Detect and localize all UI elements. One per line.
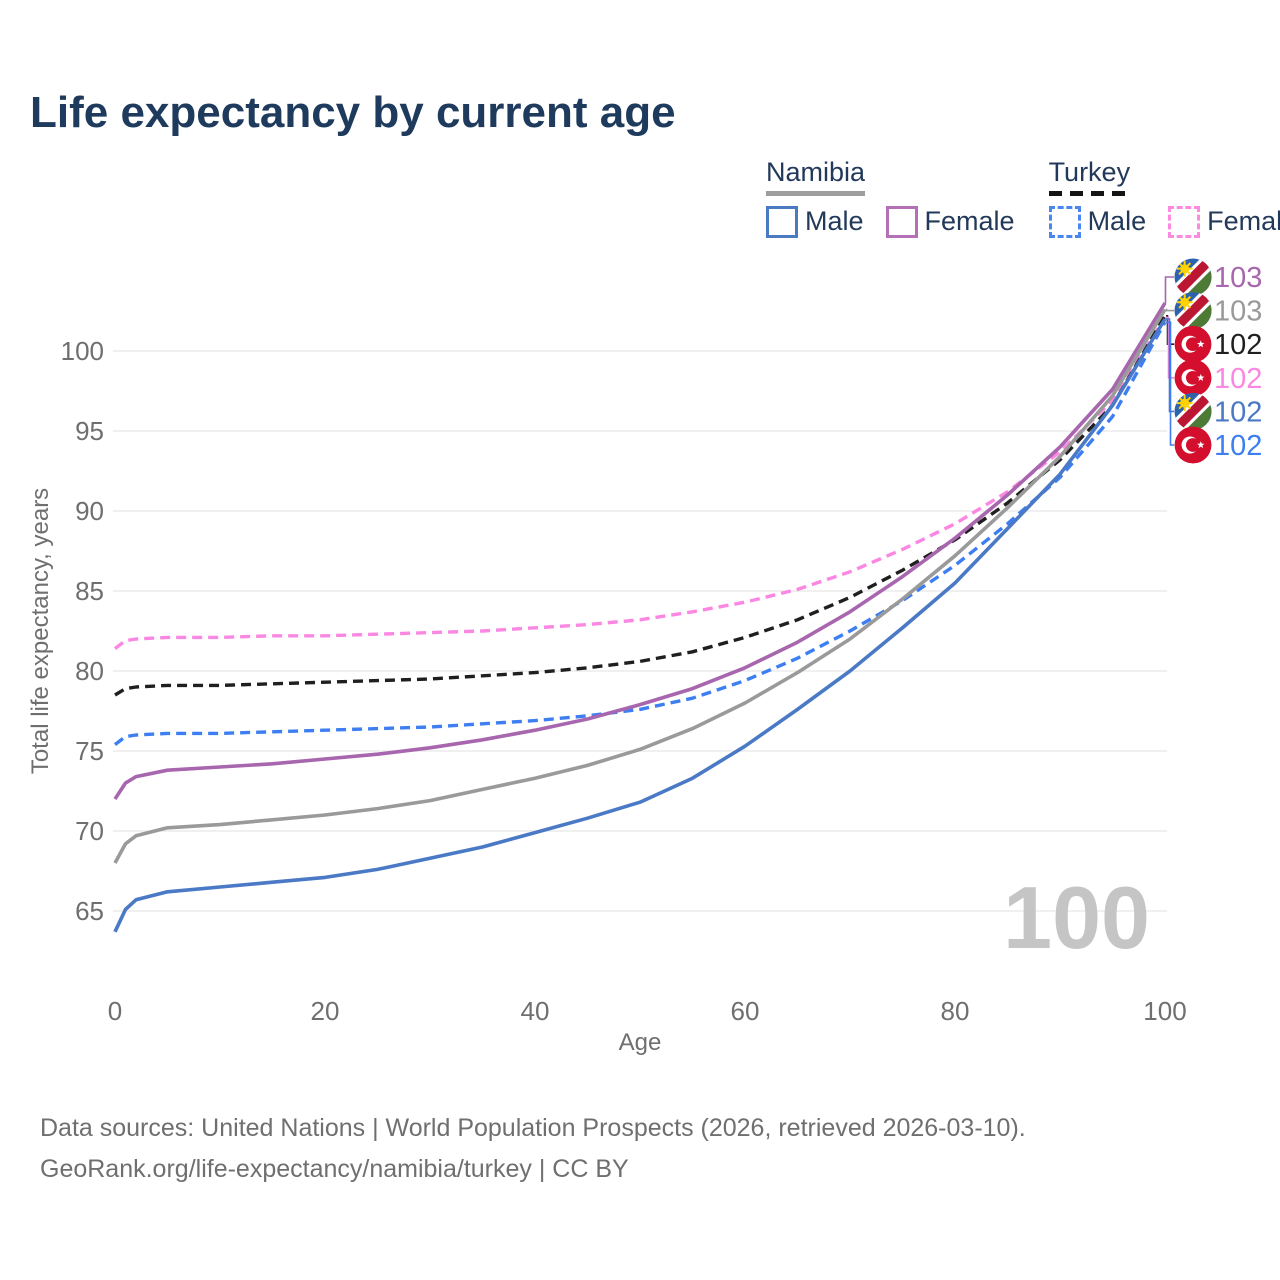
age-watermark: 100 bbox=[1003, 868, 1150, 967]
x-tick-label: 60 bbox=[731, 996, 760, 1026]
turkey-flag-icon bbox=[1174, 325, 1212, 363]
data-sources-text: Data sources: United Nations | World Pop… bbox=[40, 1114, 1026, 1142]
legend-country-turkey[interactable]: Turkey bbox=[1048, 157, 1131, 199]
legend-group-turkey: Turkey Male Female bbox=[1048, 157, 1280, 238]
turkey-line-style-swatch bbox=[1048, 190, 1131, 196]
end-value-label-namibia-male: 102 bbox=[1214, 396, 1262, 428]
namibia-line-style-swatch bbox=[766, 190, 866, 196]
y-axis-title: Total life expectancy, years bbox=[27, 488, 54, 774]
y-tick-label: 90 bbox=[75, 496, 104, 526]
turkey-female-swatch-icon bbox=[1168, 205, 1201, 238]
namibia-female-swatch-icon bbox=[885, 205, 918, 238]
legend-item-namibia-male[interactable]: Male bbox=[766, 205, 864, 238]
series-line-turkey-female bbox=[113, 316, 1167, 650]
y-tick-label: 75 bbox=[75, 736, 104, 766]
y-tick-label: 65 bbox=[75, 896, 104, 926]
legend-item-namibia-female[interactable]: Female bbox=[885, 205, 1015, 238]
namibia-male-swatch-icon bbox=[766, 205, 798, 238]
end-label-leader bbox=[1164, 276, 1174, 304]
y-tick-label: 100 bbox=[61, 336, 104, 366]
y-tick-label: 85 bbox=[75, 576, 104, 606]
end-value-label-namibia-female: 103 bbox=[1214, 262, 1262, 294]
end-label-leader bbox=[1165, 308, 1174, 312]
x-tick-label: 100 bbox=[1143, 996, 1186, 1026]
end-value-label-turkey-male: 102 bbox=[1214, 430, 1262, 462]
legend-group-namibia: Namibia Male Female bbox=[766, 157, 1015, 238]
series-line-namibia-female bbox=[113, 302, 1167, 800]
attribution-text: GeoRank.org/life-expectancy/namibia/turk… bbox=[40, 1155, 629, 1183]
end-label-leader bbox=[1166, 321, 1174, 446]
y-tick-label: 70 bbox=[75, 816, 104, 846]
legend: Namibia Male Female Turkey Male bbox=[766, 157, 1280, 238]
turkey-male-swatch-icon bbox=[1048, 205, 1081, 238]
legend-item-label: Female bbox=[1207, 206, 1280, 237]
legend-item-label: Male bbox=[1087, 206, 1147, 237]
end-value-label-turkey-both: 102 bbox=[1214, 329, 1262, 361]
legend-item-label: Male bbox=[805, 206, 864, 237]
namibia-flag-icon bbox=[1174, 392, 1212, 430]
page-title: Life expectancy by current age bbox=[30, 88, 676, 137]
legend-country-namibia[interactable]: Namibia bbox=[766, 157, 866, 199]
line-chart: 65 70 75 80 85 90 95 100 100 0 20 40 60 80 100 Age Total… bbox=[27, 258, 1262, 1056]
x-tick-label: 20 bbox=[311, 996, 340, 1026]
series-line-turkey-male bbox=[113, 321, 1167, 746]
legend-country-turkey-label: Turkey bbox=[1048, 157, 1131, 187]
legend-item-label: Female bbox=[924, 206, 1015, 237]
end-value-label-turkey-female: 102 bbox=[1214, 363, 1262, 395]
turkey-flag-icon bbox=[1174, 359, 1212, 397]
series-line-namibia-male bbox=[113, 318, 1167, 933]
end-value-label-namibia-both: 103 bbox=[1214, 296, 1262, 328]
series-line-turkey-both bbox=[114, 314, 1167, 697]
x-tick-label: 0 bbox=[108, 996, 122, 1026]
legend-item-turkey-male[interactable]: Male bbox=[1048, 205, 1147, 238]
legend-country-namibia-label: Namibia bbox=[766, 157, 866, 187]
y-tick-label: 80 bbox=[75, 656, 104, 686]
namibia-flag-icon bbox=[1174, 258, 1212, 296]
x-tick-label: 80 bbox=[941, 996, 970, 1026]
x-axis-title: Age bbox=[619, 1029, 662, 1056]
x-tick-label: 40 bbox=[521, 996, 550, 1026]
footer: Data sources: United Nations | World Pop… bbox=[40, 1108, 1026, 1190]
end-label-leader bbox=[1166, 318, 1174, 413]
turkey-flag-icon bbox=[1174, 426, 1212, 464]
namibia-flag-icon bbox=[1174, 292, 1212, 330]
y-tick-label: 95 bbox=[75, 416, 104, 446]
series-line-namibia-both bbox=[113, 308, 1167, 864]
legend-item-turkey-female[interactable]: Female bbox=[1168, 205, 1280, 238]
